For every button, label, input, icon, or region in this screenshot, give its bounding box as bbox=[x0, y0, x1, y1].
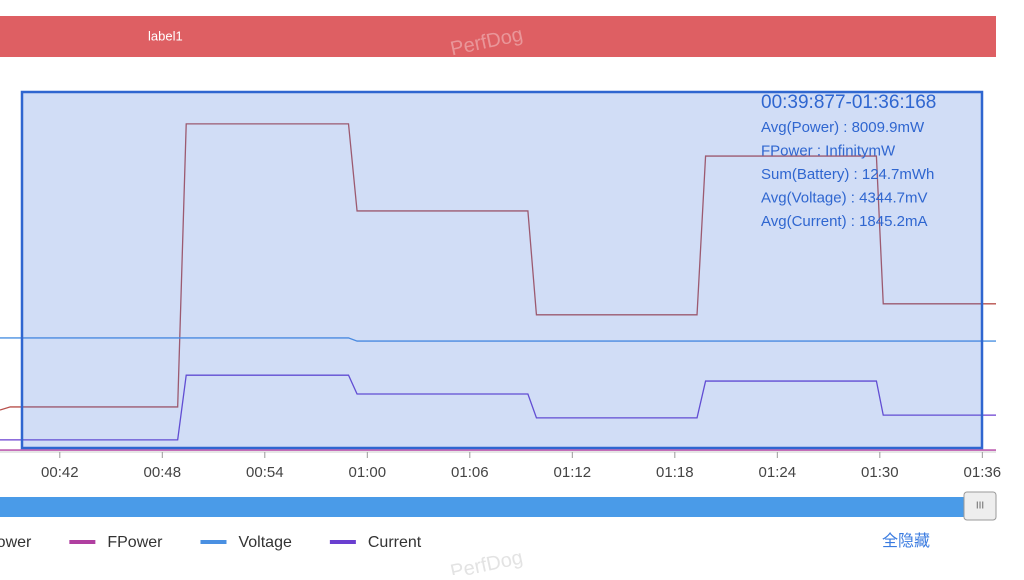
series-line bbox=[0, 123, 996, 411]
x-tick-label: 01:36 bbox=[964, 464, 1002, 481]
stat-line: Avg(Current) : 1845.2mA bbox=[761, 213, 927, 230]
x-tick-label: 01:24 bbox=[759, 464, 797, 481]
x-tick-label: 01:00 bbox=[349, 464, 387, 481]
watermark: PerfDog bbox=[448, 547, 524, 575]
scroll-handle-grip: III bbox=[976, 501, 984, 512]
legend-label: Current bbox=[368, 534, 422, 551]
legend-label: FPower bbox=[107, 534, 163, 551]
x-tick-label: 00:42 bbox=[41, 464, 79, 481]
stat-line: FPower : InfinitymW bbox=[761, 142, 896, 159]
scrollbar bbox=[0, 497, 996, 517]
legend-swatch bbox=[200, 540, 227, 544]
selection-box bbox=[20, 90, 984, 450]
legend-swatch bbox=[329, 540, 356, 544]
stat-line: Avg(Voltage) : 4344.7mV bbox=[761, 189, 928, 206]
x-tick-label: 01:06 bbox=[451, 464, 489, 481]
x-tick-label: 01:30 bbox=[861, 464, 899, 481]
stat-line: Sum(Battery) : 124.7mWh bbox=[761, 166, 934, 183]
stat-line: Avg(Power) : 8009.9mW bbox=[761, 119, 925, 136]
time-range: 00:39:877-01:36:168 bbox=[761, 92, 936, 113]
scroll-handle[interactable] bbox=[963, 491, 997, 521]
x-tick-label: 00:48 bbox=[144, 464, 182, 481]
header-bar bbox=[0, 16, 996, 57]
hide-all-button[interactable]: 全隐藏 bbox=[882, 532, 930, 550]
legend-label: Power bbox=[0, 534, 32, 551]
series-line bbox=[0, 374, 996, 441]
x-tick-label: 01:18 bbox=[656, 464, 694, 481]
x-tick-label: 00:54 bbox=[246, 464, 284, 481]
x-tick-label: 01:12 bbox=[554, 464, 592, 481]
legend-swatch bbox=[69, 540, 96, 544]
series-line bbox=[0, 337, 996, 342]
header-label: label1 bbox=[148, 28, 183, 43]
legend-label: Voltage bbox=[238, 534, 291, 551]
